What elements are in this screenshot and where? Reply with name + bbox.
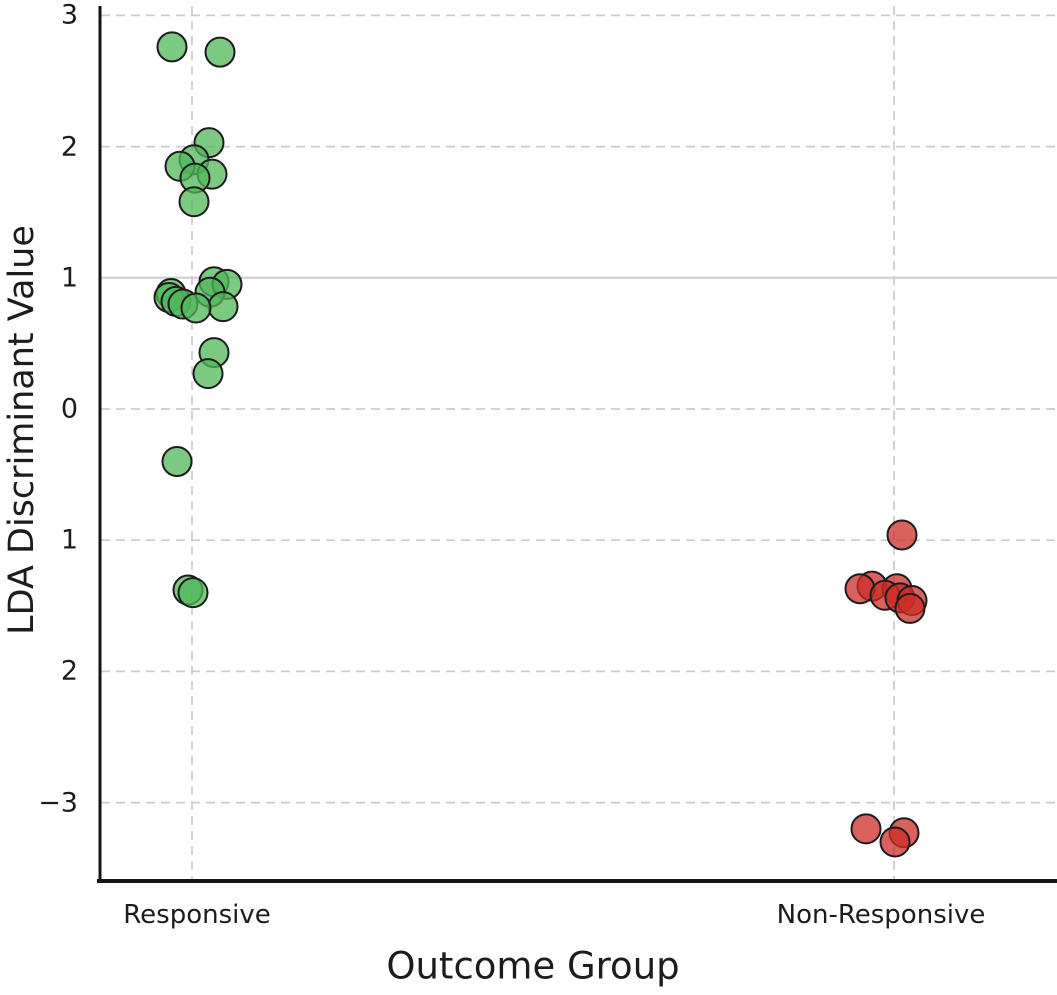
- data-point-responsive: [192, 358, 224, 390]
- y-axis-title: LDA Discriminant Value: [2, 225, 42, 635]
- data-point-responsive: [161, 445, 193, 477]
- data-point-non-responsive: [850, 813, 882, 845]
- data-point-responsive: [177, 577, 209, 609]
- y-tick-label: 3: [60, 0, 78, 31]
- y-tick-label: 1: [60, 524, 78, 556]
- data-point-responsive: [156, 31, 188, 63]
- data-point-responsive: [180, 292, 212, 324]
- data-point-responsive: [207, 291, 239, 323]
- data-point-responsive: [178, 186, 210, 218]
- data-point-non-responsive: [879, 826, 911, 858]
- y-tick-label: 2: [60, 655, 78, 687]
- y-tick-label: 0: [60, 393, 78, 425]
- x-tick-label-non-responsive: Non-Responsive: [776, 900, 986, 930]
- y-tick-label: 2: [60, 131, 78, 163]
- data-point-responsive: [204, 36, 236, 68]
- data-point-non-responsive: [894, 592, 926, 624]
- x-axis-title: Outcome Group: [386, 944, 680, 988]
- y-tick-label: 1: [60, 262, 78, 294]
- x-tick-label-responsive: Responsive: [123, 900, 271, 930]
- data-point-non-responsive: [886, 519, 918, 551]
- y-tick-label: −3: [38, 787, 78, 819]
